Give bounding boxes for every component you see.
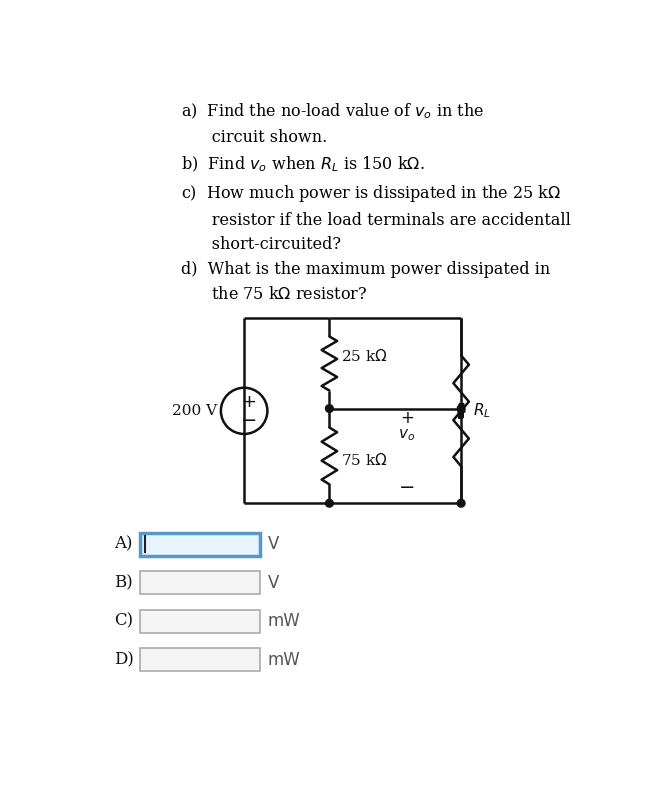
Text: mW: mW: [268, 612, 300, 630]
Text: mW: mW: [268, 650, 300, 668]
Circle shape: [457, 500, 465, 507]
Text: C): C): [114, 612, 133, 630]
Text: 75 k$\Omega$: 75 k$\Omega$: [341, 452, 387, 468]
Text: V: V: [268, 535, 279, 553]
Text: 200 V: 200 V: [172, 404, 217, 418]
FancyBboxPatch shape: [139, 533, 260, 556]
Text: −: −: [241, 412, 257, 431]
Text: −: −: [398, 478, 415, 497]
FancyBboxPatch shape: [139, 571, 260, 594]
FancyBboxPatch shape: [139, 610, 260, 633]
Text: $v_o$: $v_o$: [398, 427, 415, 443]
Text: V: V: [268, 573, 279, 592]
Text: $R_L$: $R_L$: [473, 401, 491, 420]
Circle shape: [326, 404, 333, 412]
Text: A): A): [114, 535, 132, 553]
Text: a)  Find the no-load value of $v_o$ in the
      circuit shown.
b)  Find $v_o$ w: a) Find the no-load value of $v_o$ in th…: [180, 102, 570, 303]
Circle shape: [457, 404, 465, 412]
Text: 25 k$\Omega$: 25 k$\Omega$: [341, 348, 387, 364]
Text: D): D): [114, 651, 134, 668]
Circle shape: [326, 500, 333, 507]
Text: +: +: [242, 393, 256, 412]
FancyBboxPatch shape: [139, 648, 260, 671]
Text: +: +: [400, 408, 414, 427]
Text: B): B): [114, 574, 133, 591]
